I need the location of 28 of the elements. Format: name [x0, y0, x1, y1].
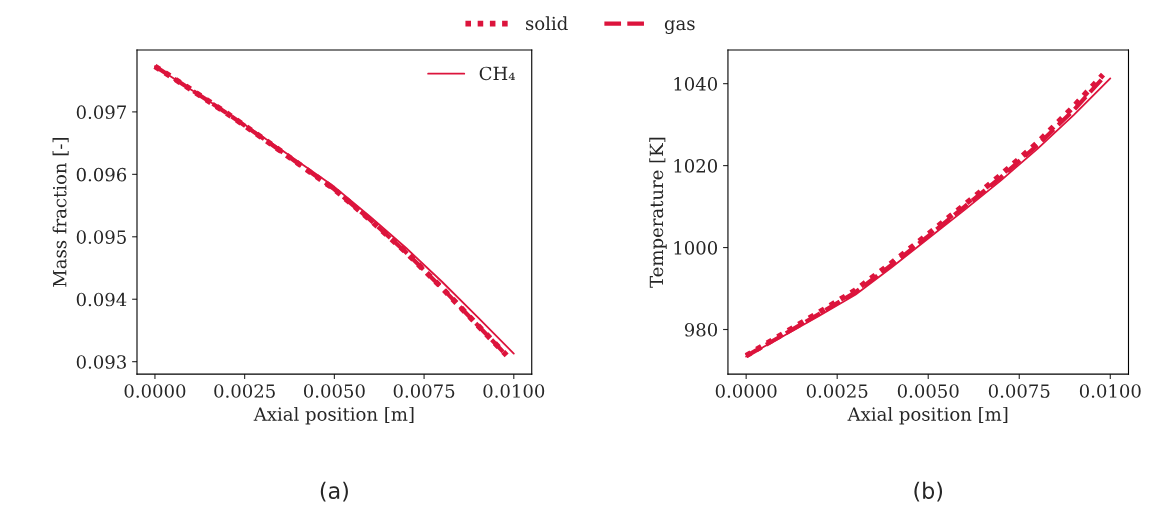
y-axis-title: Temperature [K] — [649, 137, 667, 288]
legend-label: gas — [664, 20, 695, 34]
x-tick-label: 0.0050 — [897, 384, 959, 398]
x-axis-title: Axial position [m] — [847, 406, 1008, 425]
x-tick-label: 0.0075 — [393, 384, 455, 398]
x-tick-label: 0.0000 — [124, 384, 186, 398]
y-tick-label: 1040 — [674, 77, 718, 91]
legend-label: CH₄ — [479, 66, 515, 81]
y-tick-label: 0.096 — [76, 167, 127, 182]
text: (a) — [320, 481, 348, 502]
y-tick-label: 0.094 — [76, 292, 127, 307]
y-tick-label: 0.097 — [76, 105, 126, 119]
y-tick-label: 1000 — [674, 241, 718, 255]
x-tick-label: 0.0075 — [988, 384, 1050, 398]
y-axis-title: Mass fraction [-] — [52, 138, 69, 287]
x-tick-label: 0.0025 — [806, 384, 868, 398]
y-tick-label: 1020 — [674, 159, 718, 173]
x-tick-label: 0.0100 — [1079, 384, 1141, 398]
y-tick-label: 980 — [684, 322, 718, 337]
y-tick-label: 0.095 — [76, 230, 126, 244]
x-tick-label: 0.0025 — [214, 384, 275, 398]
x-tick-label: 0.0000 — [715, 384, 777, 398]
x-axis-title: Axial position [m] — [253, 406, 414, 425]
x-tick-label: 0.0050 — [303, 384, 365, 398]
text: (b) — [914, 481, 943, 502]
y-tick-label: 0.093 — [76, 355, 126, 369]
x-tick-label: 0.0100 — [483, 384, 545, 398]
legend-label: solid — [526, 16, 568, 31]
